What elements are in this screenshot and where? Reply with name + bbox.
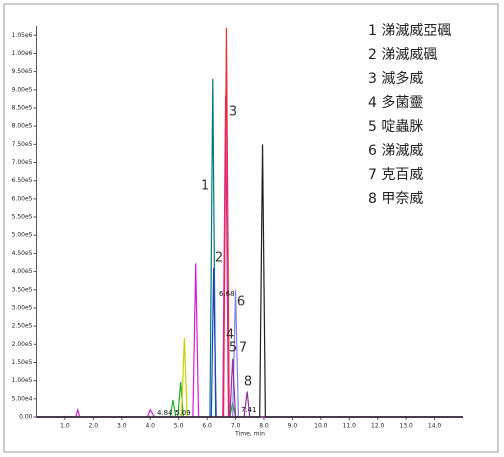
x-tick-label: 2.0 [89, 423, 99, 430]
y-tick-label: 0.00 [19, 414, 33, 421]
x-tick-label: 7.0 [231, 423, 241, 430]
retention-label: 6.68 [219, 290, 235, 298]
y-tick-label: 5.00e4 [12, 395, 33, 402]
y-tick-label: 6.00e5 [12, 195, 33, 202]
y-tick-label: 1.05e6 [12, 32, 33, 39]
y-tick-label: 1.00e6 [12, 50, 33, 57]
peak-label: 7 [239, 341, 247, 356]
legend-item: 3 滅多威 [368, 70, 423, 87]
y-tick-label: 6.50e5 [12, 177, 33, 184]
y-tick-label: 8.50e5 [12, 104, 33, 111]
retention-label: 4.84 [157, 409, 173, 417]
y-tick-label: 2.00e5 [12, 341, 33, 348]
y-tick-label: 7.50e5 [12, 141, 33, 148]
legend-item: 1 涕滅威亞碸 [368, 23, 451, 39]
x-tick-label: 9.0 [288, 423, 298, 430]
y-tick-label: 3.00e5 [12, 304, 33, 311]
peak-label: 5 [229, 341, 237, 356]
x-tick-label: 10.0 [314, 423, 328, 430]
y-tick-label: 9.50e5 [12, 68, 33, 75]
x-tick-label: 6.0 [202, 423, 212, 430]
y-tick-label: 5.50e5 [12, 214, 33, 221]
peak-label: 4 [226, 328, 234, 343]
x-axis-label: Time, min [234, 431, 265, 438]
x-tick-label: 14.0 [428, 423, 442, 430]
x-tick-label: 11.0 [343, 423, 357, 430]
y-tick-label: 5.00e5 [12, 232, 33, 239]
legend-item: 2 涕滅威碸 [368, 47, 437, 63]
retention-label: 5.09 [175, 409, 191, 417]
retention-label: 7.41 [241, 406, 257, 414]
trace [36, 382, 463, 418]
x-tick-label: 1.0 [60, 423, 70, 430]
trace [36, 267, 463, 418]
peak-label: 3 [229, 105, 237, 120]
legend-item: 5 啶蟲脒 [368, 119, 423, 135]
y-tick-label: 4.50e5 [12, 250, 33, 257]
x-tick-label: 4.0 [145, 423, 155, 430]
legend-item: 6 涕滅威 [368, 143, 423, 159]
legend-item: 7 克百威 [368, 167, 423, 183]
y-tick-label: 4.00e5 [12, 268, 33, 275]
peak-label: 6 [237, 295, 245, 310]
peak-label: 2 [215, 251, 223, 266]
y-tick-label: 1.00e5 [12, 377, 33, 384]
x-tick-label: 13.0 [399, 423, 413, 430]
x-tick-label: 12.0 [371, 423, 385, 430]
trace [36, 289, 463, 418]
legend-item: 4 多菌靈 [368, 94, 423, 111]
y-tick-label: 7.00e5 [12, 159, 33, 166]
legend-item: 8 甲奈威 [368, 191, 423, 207]
x-tick-label: 3.0 [117, 423, 127, 430]
y-tick-label: 1.50e5 [12, 359, 33, 366]
peak-label: 8 [244, 375, 252, 390]
y-tick-label: 9.00e5 [12, 86, 33, 93]
x-tick-label: 5.0 [174, 423, 184, 430]
frame [3, 3, 499, 453]
y-tick-label: 2.50e5 [12, 323, 33, 330]
peak-label: 1 [201, 179, 209, 194]
x-tick-label: 8.0 [259, 423, 269, 430]
trace [36, 144, 463, 418]
y-tick-label: 8.00e5 [12, 123, 33, 130]
y-tick-label: 3.50e5 [12, 286, 33, 293]
